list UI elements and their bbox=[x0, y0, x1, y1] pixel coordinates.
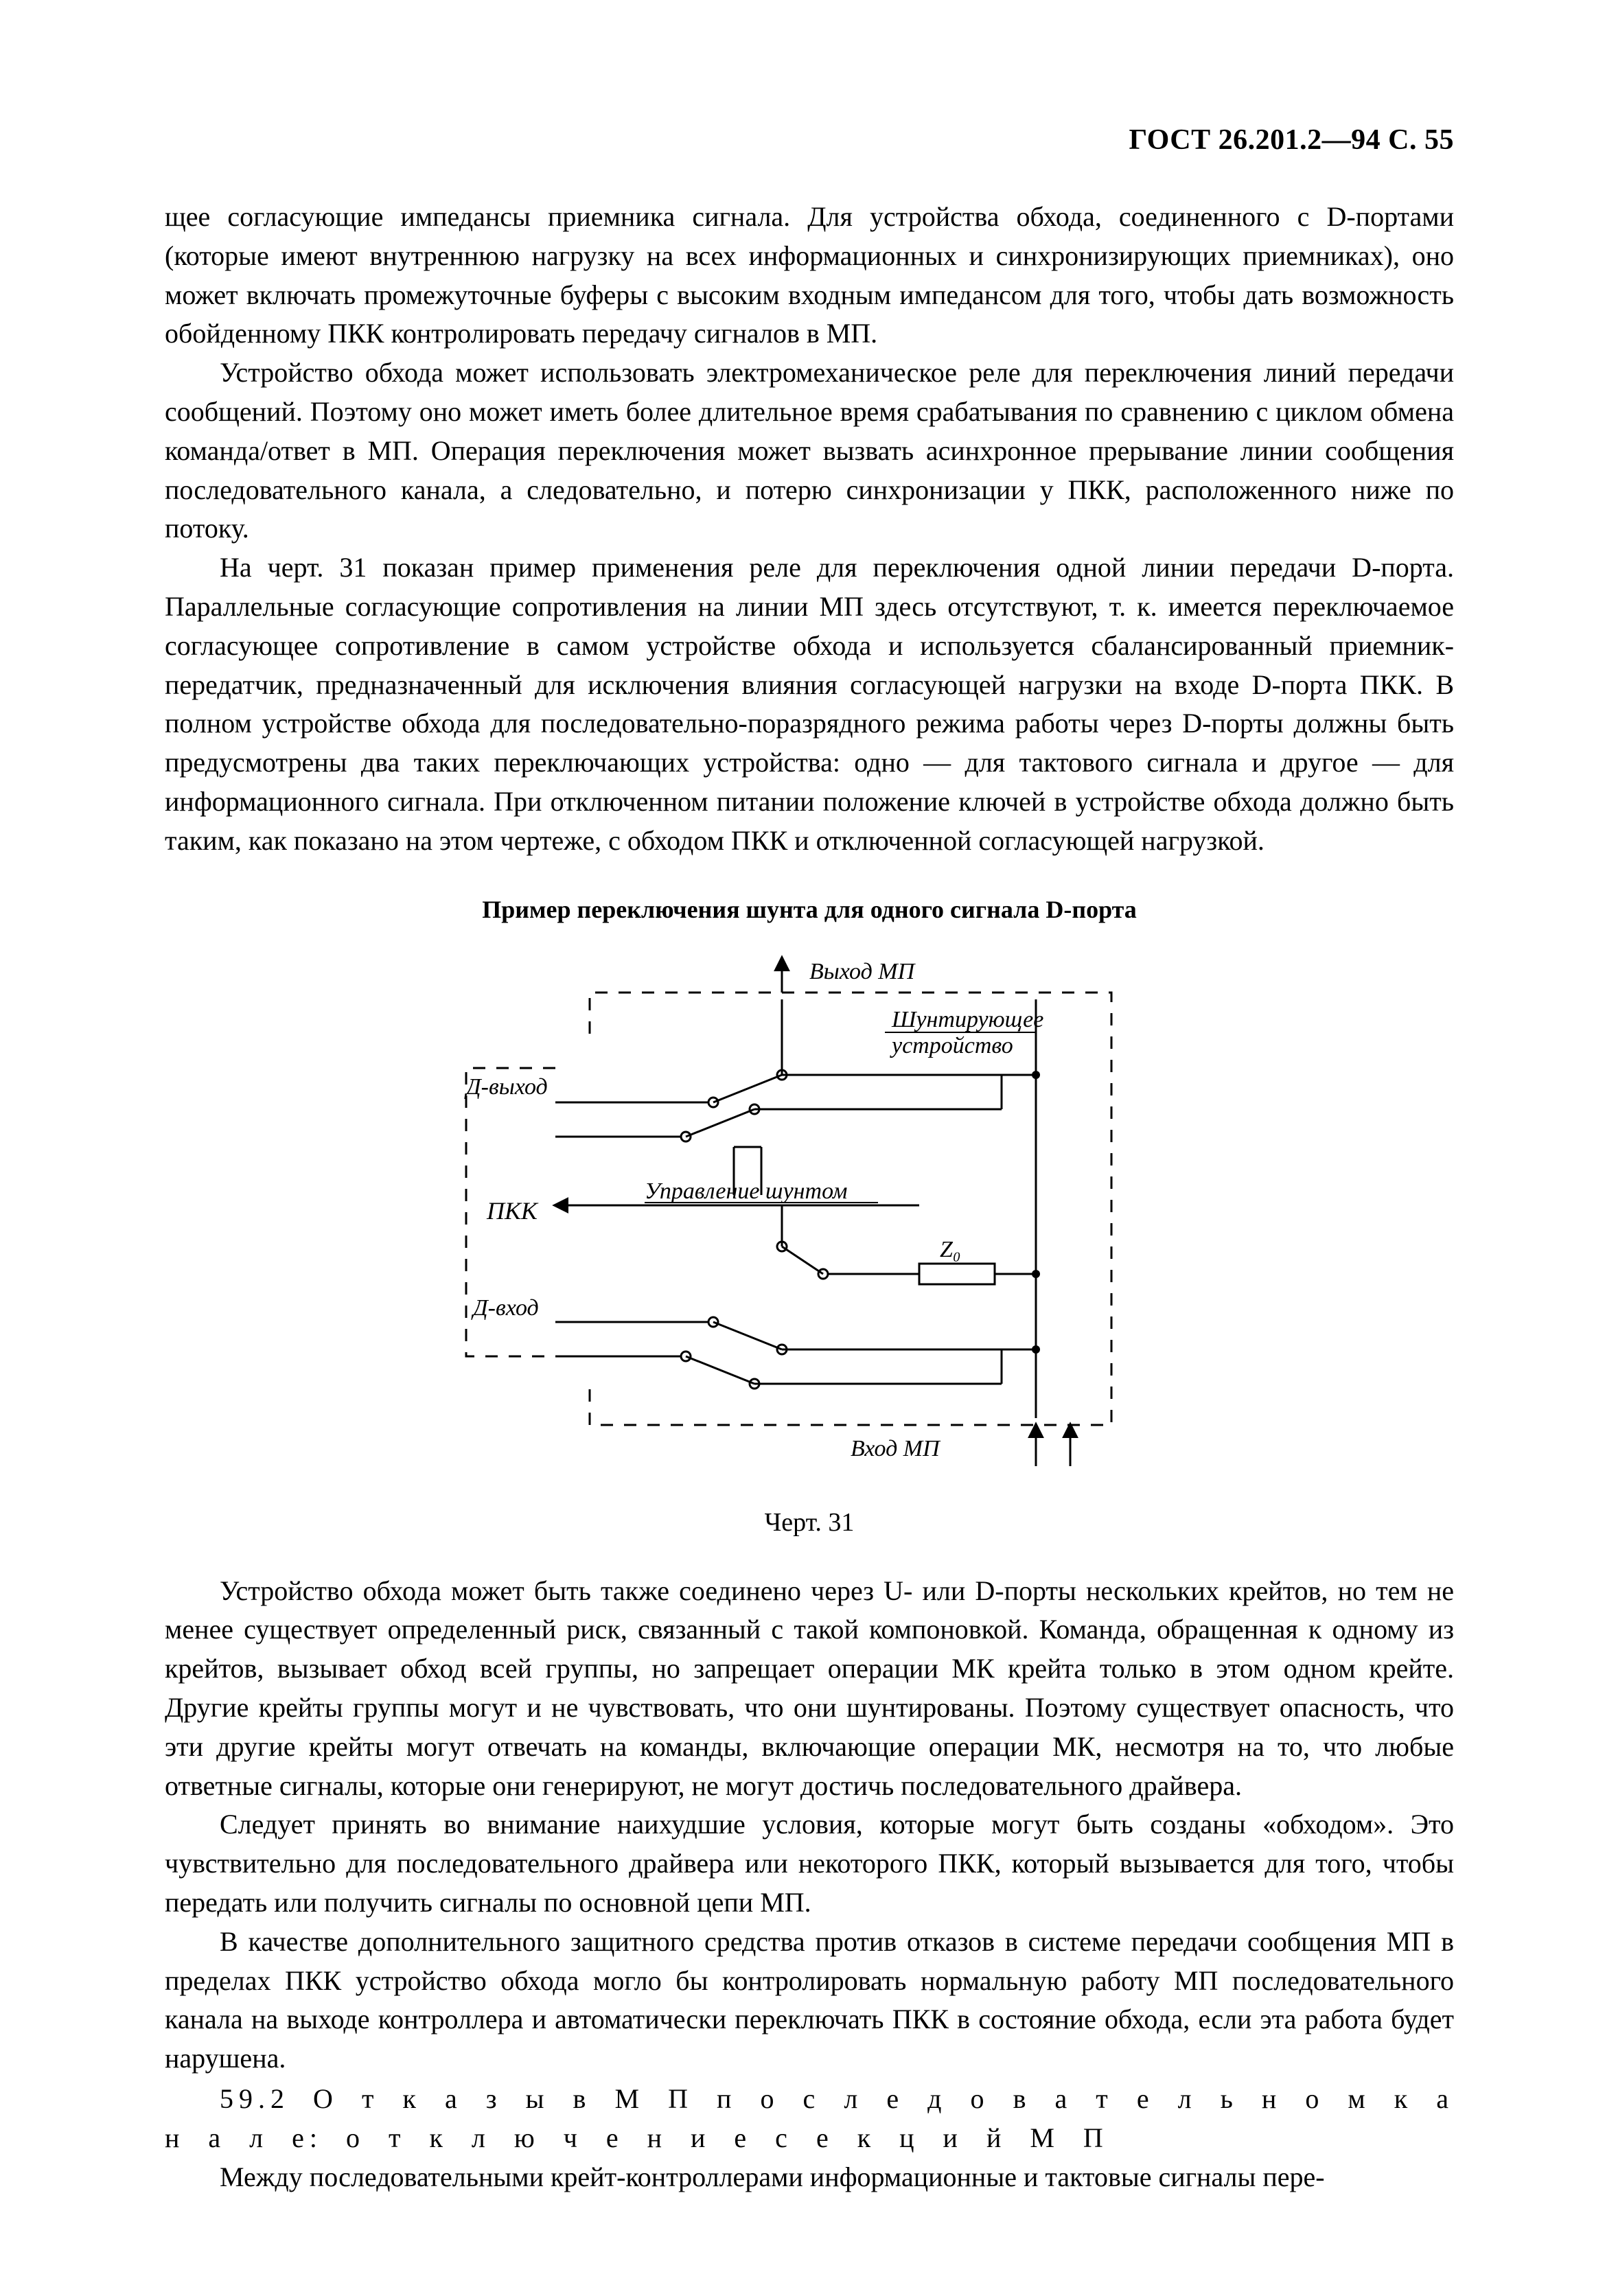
label-z0: Z₀ bbox=[940, 1237, 961, 1262]
page-header: ГОСТ 26.201.2—94 С. 55 bbox=[165, 124, 1454, 156]
section-heading: 59.2 О т к а з ы в М П п о с л е д о в а… bbox=[165, 2080, 1454, 2158]
label-upravlenie: Управление шунтом bbox=[645, 1179, 848, 1204]
para: На черт. 31 показан пример применения ре… bbox=[165, 548, 1454, 860]
label-d-vyhod: Д-выход bbox=[464, 1074, 548, 1100]
para: В качестве дополнительного защитного сре… bbox=[165, 1923, 1454, 2078]
para: Устройство обхода может быть также соеди… bbox=[165, 1572, 1454, 1806]
figure-caption: Черт. 31 bbox=[165, 1507, 1454, 1538]
label-d-vhod: Д-вход bbox=[471, 1295, 539, 1321]
para: Между последовательными крейт-контроллер… bbox=[165, 2158, 1454, 2197]
label-vhod-mp: Вход МП bbox=[851, 1436, 941, 1461]
diagram-svg: Выход МП Шунтирующее устройство Д-выход … bbox=[439, 944, 1180, 1480]
figure-title: Пример переключения шунта для одного сиг… bbox=[165, 895, 1454, 924]
para-continuation: щее согласующие импедансы приемника сигн… bbox=[165, 198, 1454, 353]
figure: Выход МП Шунтирующее устройство Д-выход … bbox=[165, 944, 1454, 1480]
label-shunt2: устройство bbox=[890, 1033, 1013, 1058]
text-block-1: щее согласующие импедансы приемника сигн… bbox=[165, 198, 1454, 861]
para: Следует принять во внимание наихудшие ус… bbox=[165, 1805, 1454, 1922]
label-vyhod-mp: Выход МП bbox=[809, 959, 916, 984]
label-pkk: ПКК bbox=[486, 1197, 539, 1225]
text-block-2: Устройство обхода может быть также соеди… bbox=[165, 1572, 1454, 2197]
page: ГОСТ 26.201.2—94 С. 55 щее согласующие и… bbox=[0, 0, 1605, 2296]
para: Устройство обхода может использовать эле… bbox=[165, 353, 1454, 548]
label-shunt1: Шунтирующее bbox=[891, 1007, 1043, 1032]
